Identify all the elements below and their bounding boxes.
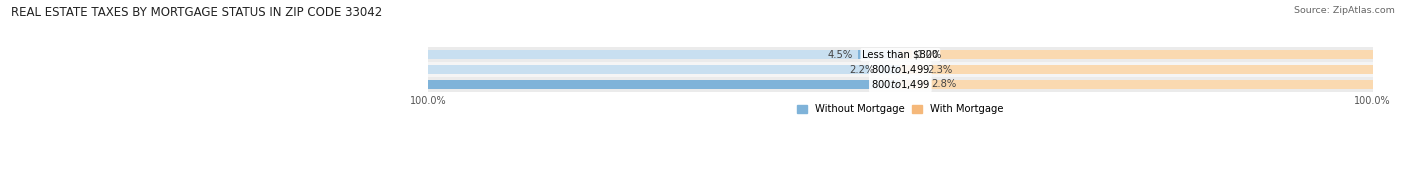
Text: $800 to $1,499: $800 to $1,499 — [870, 63, 929, 76]
Text: Less than $800: Less than $800 — [862, 50, 938, 60]
Bar — [900, 65, 922, 74]
Bar — [427, 50, 858, 59]
Text: 4.5%: 4.5% — [828, 50, 853, 60]
Bar — [858, 50, 900, 59]
Legend: Without Mortgage, With Mortgage: Without Mortgage, With Mortgage — [793, 100, 1008, 118]
Text: Source: ZipAtlas.com: Source: ZipAtlas.com — [1294, 6, 1395, 15]
Bar — [60, 80, 900, 89]
Text: $800 to $1,499: $800 to $1,499 — [870, 78, 929, 91]
Bar — [427, 77, 1372, 92]
Bar — [427, 65, 880, 74]
Text: 88.9%: 88.9% — [70, 79, 105, 89]
Text: 1.2%: 1.2% — [917, 50, 942, 60]
Bar — [427, 62, 1372, 77]
Bar — [880, 65, 900, 74]
Bar — [911, 50, 1372, 59]
Bar — [900, 80, 927, 89]
Bar — [927, 80, 1372, 89]
Text: 2.8%: 2.8% — [932, 79, 956, 89]
Bar — [922, 65, 1372, 74]
Text: 2.3%: 2.3% — [927, 64, 952, 74]
Bar — [900, 50, 911, 59]
Text: 2.2%: 2.2% — [849, 64, 875, 74]
Text: REAL ESTATE TAXES BY MORTGAGE STATUS IN ZIP CODE 33042: REAL ESTATE TAXES BY MORTGAGE STATUS IN … — [11, 6, 382, 19]
Bar — [427, 47, 1372, 62]
